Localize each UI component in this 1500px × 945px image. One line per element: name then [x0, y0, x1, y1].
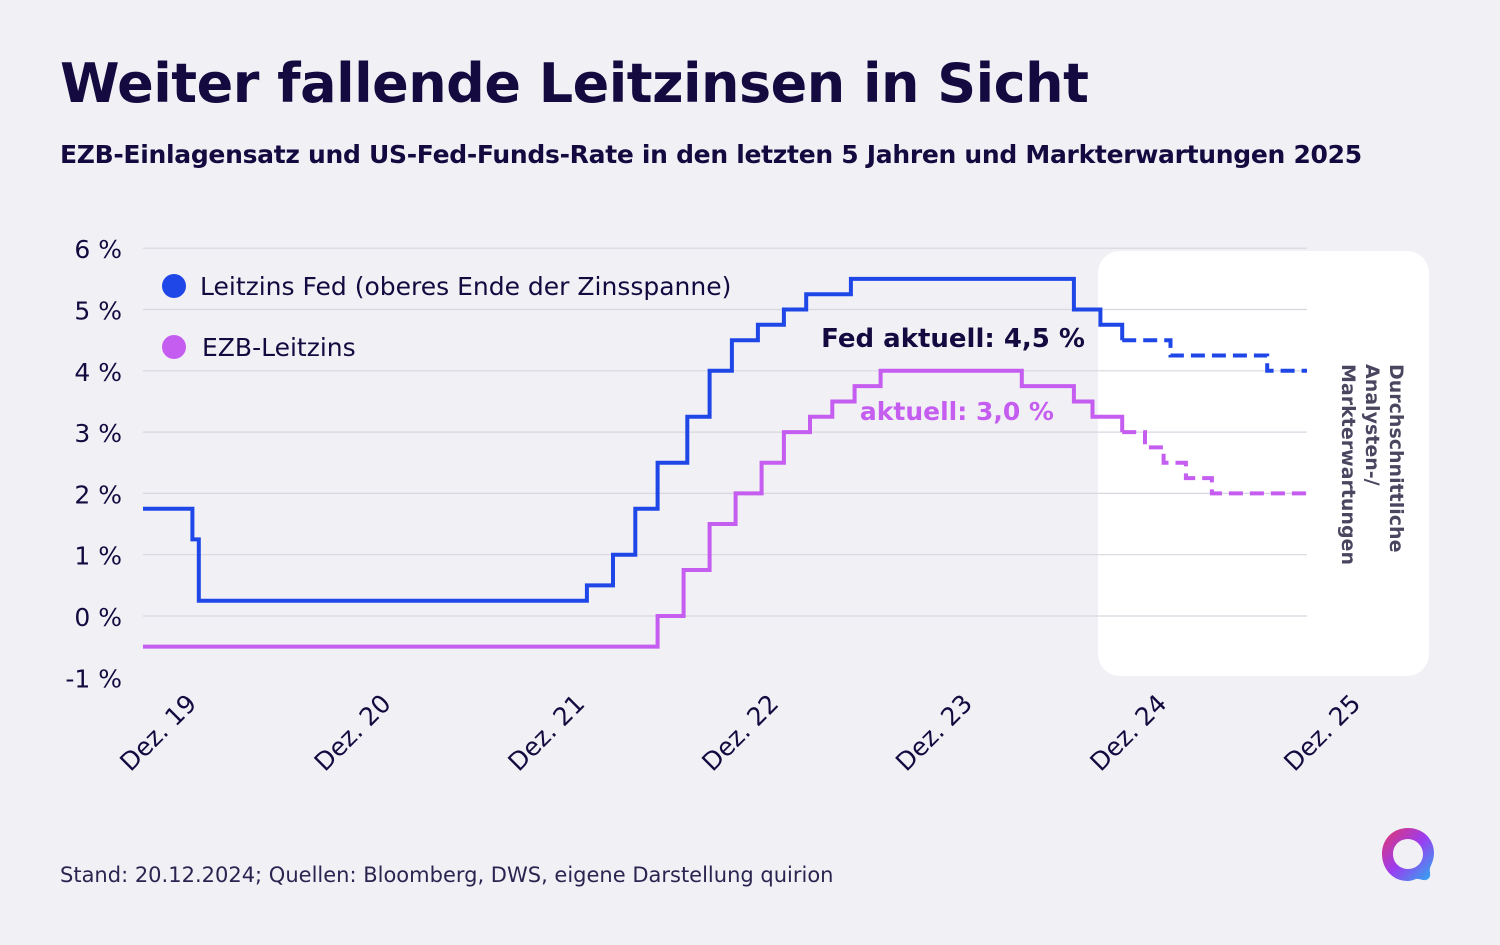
- annotation-forecast: Durchschnittliche Analysten-/ Markterwar…: [1337, 364, 1407, 565]
- chart-subtitle: EZB-Einlagensatz und US-Fed-Funds-Rate i…: [60, 140, 1362, 169]
- series-line-fed-forecast: [1122, 338, 1307, 373]
- annotation-ezb-current: aktuell: 3,0 %: [860, 397, 1054, 426]
- y-tick-label: 3 %: [74, 419, 122, 448]
- x-tick-label: Dez. 22: [696, 689, 784, 777]
- y-axis-labels: -1 % 0 % 1 % 2 % 3 % 4 % 5 % 6 %: [65, 235, 122, 693]
- series-lines: [143, 276, 1307, 649]
- source-note: Stand: 20.12.2024; Quellen: Bloomberg, D…: [60, 863, 834, 887]
- y-tick-label: 2 %: [74, 480, 122, 509]
- x-tick-label: Dez. 24: [1084, 689, 1172, 777]
- x-axis-labels: Dez. 19 Dez. 20 Dez. 21 Dez. 22 Dez. 23 Dez. …: [114, 689, 1366, 777]
- x-tick-label: Dez. 20: [309, 689, 397, 777]
- legend-label-ezb: EZB-Leitzins: [202, 333, 356, 362]
- x-tick-label: Dez. 21: [502, 689, 590, 777]
- y-tick-label: -1 %: [65, 664, 122, 693]
- legend: Leitzins Fed (oberes Ende der Zinsspanne…: [162, 272, 731, 362]
- grid: [143, 247, 1307, 617]
- legend-label-fed: Leitzins Fed (oberes Ende der Zinsspanne…: [200, 272, 731, 301]
- x-tick-label: Dez. 19: [114, 689, 202, 777]
- y-tick-label: 1 %: [74, 542, 122, 571]
- y-tick-label: 0 %: [74, 603, 122, 632]
- y-tick-label: 5 %: [74, 297, 122, 326]
- legend-marker-ezb: [162, 335, 186, 359]
- series-line-fed: [143, 276, 1125, 603]
- x-tick-label: Dez. 25: [1278, 689, 1366, 777]
- series-line-ezb-forecast: [1122, 430, 1307, 496]
- legend-marker-fed: [162, 274, 186, 298]
- series-line-ezb: [143, 368, 1125, 649]
- chart-title: Weiter fallende Leitzinsen in Sicht: [60, 52, 1089, 115]
- y-tick-label: 4 %: [74, 358, 122, 387]
- x-tick-label: Dez. 23: [890, 689, 978, 777]
- annotation-fed-current: Fed aktuell: 4,5 %: [821, 324, 1085, 354]
- quirion-logo-icon: [1382, 828, 1434, 881]
- y-tick-label: 6 %: [74, 235, 122, 264]
